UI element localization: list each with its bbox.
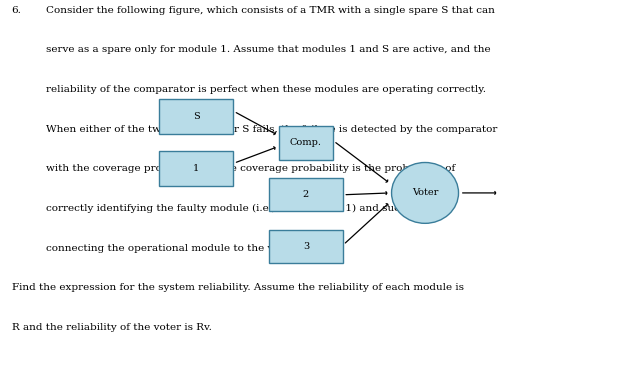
Text: Find the expression for the system reliability. Assume the reliability of each m: Find the expression for the system relia… [12,283,464,292]
Text: Comp.: Comp. [290,138,322,147]
Text: correctly identifying the faulty module (i.e., module S or 1) and successfully: correctly identifying the faulty module … [46,204,446,213]
FancyBboxPatch shape [269,178,343,211]
FancyBboxPatch shape [159,151,233,186]
Text: When either of the two modules 1 or S fails, the failure is detected by the comp: When either of the two modules 1 or S fa… [46,125,498,134]
Text: S: S [193,112,200,121]
FancyBboxPatch shape [278,126,334,160]
Text: 1: 1 [193,164,200,173]
FancyBboxPatch shape [269,230,343,263]
Text: R and the reliability of the voter is Rv.: R and the reliability of the voter is Rv… [12,323,211,332]
Text: serve as a spare only for module 1. Assume that modules 1 and S are active, and : serve as a spare only for module 1. Assu… [46,45,491,54]
Text: 2: 2 [303,190,309,199]
Text: 6.: 6. [12,6,21,14]
Text: Voter: Voter [412,188,438,197]
Text: with the coverage probability c. The coverage probability is the probability of: with the coverage probability c. The cov… [46,164,455,173]
FancyBboxPatch shape [159,99,233,134]
Text: 3: 3 [303,242,309,251]
Ellipse shape [392,162,459,223]
Text: connecting the operational module to the voter.: connecting the operational module to the… [46,244,298,253]
Text: Consider the following figure, which consists of a TMR with a single spare S tha: Consider the following figure, which con… [46,6,495,14]
Text: reliability of the comparator is perfect when these modules are operating correc: reliability of the comparator is perfect… [46,85,486,94]
